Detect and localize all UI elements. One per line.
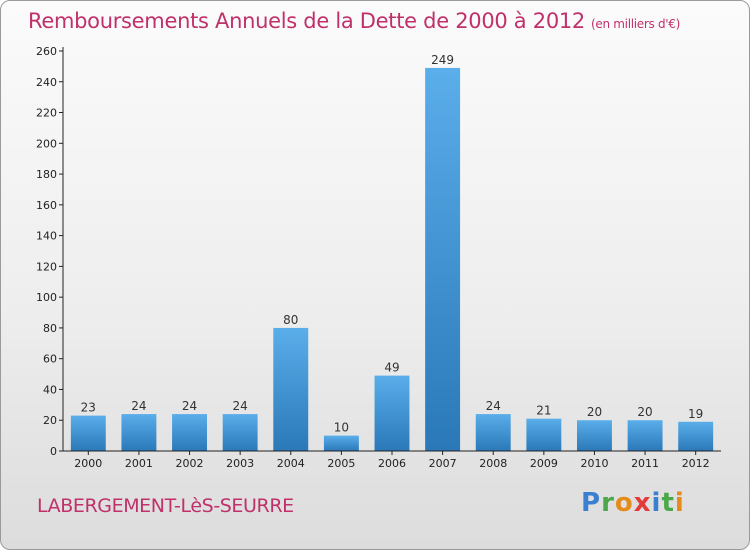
x-tick-label: 2007 [429,457,457,470]
bar-2000 [70,415,106,451]
commune-name: LABERGEMENT-LèS-SEURRE [37,495,294,517]
bar-value-label: 23 [81,401,96,415]
proxiti-logo: Proxiti [581,488,685,518]
bar-2011 [627,420,663,451]
bar-2005 [323,435,359,451]
bar-2009 [526,418,562,451]
bar-value-label: 24 [233,399,248,413]
bar-value-label: 49 [384,361,399,375]
bar-value-label: 24 [486,399,501,413]
bar-2012 [678,421,714,451]
x-tick-label: 2012 [682,457,710,470]
bar-value-label: 80 [283,313,298,327]
x-tick-label: 2011 [631,457,659,470]
y-tick-label: 80 [43,322,57,335]
bar-value-label: 24 [131,399,146,413]
chart-title-text: Remboursements Annuels de la Dette de 20… [28,9,585,33]
y-tick-label: 20 [43,414,57,427]
logo-letter: o [614,488,634,518]
x-tick-label: 2003 [226,457,254,470]
bar-value-label: 20 [587,405,602,419]
y-tick-label: 260 [36,45,57,58]
y-tick-label: 140 [36,230,57,243]
bar-2008 [475,414,511,451]
bar-2002 [172,414,208,451]
x-tick-label: 2001 [125,457,153,470]
y-tick-label: 220 [36,107,57,120]
x-tick-label: 2008 [479,457,507,470]
bar-value-label: 24 [182,399,197,413]
y-tick-label: 180 [36,168,57,181]
x-tick-label: 2005 [327,457,355,470]
y-tick-label: 100 [36,291,57,304]
bar-2006 [374,375,410,451]
y-tick-label: 200 [36,137,57,150]
x-tick-label: 2006 [378,457,406,470]
bar-2010 [576,420,612,451]
x-tick-label: 2010 [580,457,608,470]
y-tick-label: 160 [36,199,57,212]
logo-letter: x [633,488,652,518]
bar-value-label: 10 [334,421,349,435]
bar-2003 [222,414,258,451]
bar-value-label: 21 [536,404,551,418]
chart-title: Remboursements Annuels de la Dette de 20… [28,9,680,33]
bar-value-label: 20 [637,405,652,419]
logo-letter: r [601,488,615,518]
logo-letter: i [651,488,662,518]
x-tick-label: 2000 [74,457,102,470]
chart-title-unit: (en milliers d'€) [591,17,681,31]
y-tick-label: 240 [36,76,57,89]
bar-value-label: 249 [431,53,454,67]
bar-value-label: 19 [688,407,703,421]
y-tick-label: 0 [50,445,57,458]
bar-2004 [273,327,309,451]
x-tick-label: 2002 [176,457,204,470]
y-tick-label: 40 [43,383,57,396]
x-tick-label: 2004 [277,457,305,470]
bar-2001 [121,414,157,451]
x-tick-label: 2009 [530,457,558,470]
logo-letter: i [674,488,685,518]
logo-letter: t [661,488,675,518]
y-tick-label: 60 [43,353,57,366]
bar-2007 [425,67,461,451]
logo-letter: P [581,488,602,518]
y-tick-label: 120 [36,260,57,273]
